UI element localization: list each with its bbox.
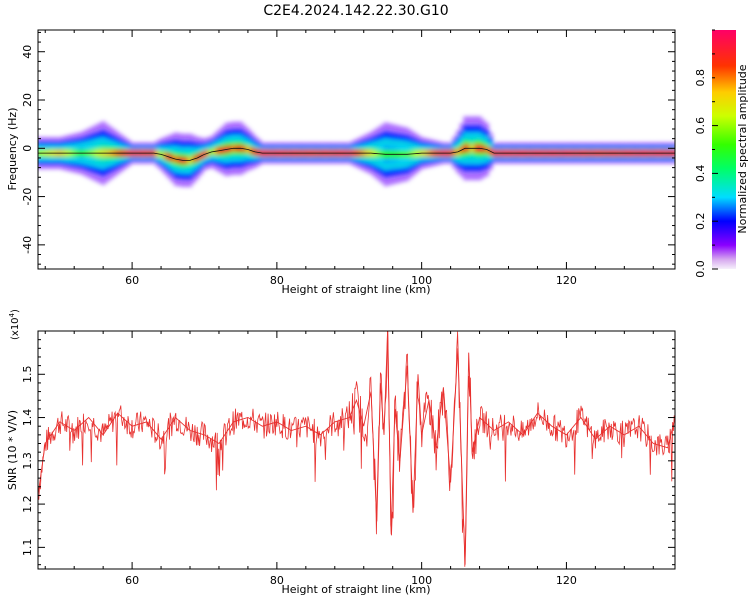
- colorbar-tick-label: 0.4: [694, 165, 707, 183]
- snr-x-tick-label: 100: [411, 574, 432, 587]
- spectrogram-x-tick-label: 60: [125, 274, 139, 287]
- snr-frame: [37, 330, 676, 570]
- colorbar-tick-label: 0.8: [694, 69, 707, 87]
- snr-x-tick-label: 120: [556, 574, 577, 587]
- snr-plot-area: [38, 331, 675, 569]
- colorbar-tick-label: 0.6: [694, 117, 707, 135]
- spectrogram-panel: 60 80 100 120 -40 -20 0 20 40 Height of straight…: [6, 29, 676, 296]
- spectrogram-y-tick-label: -20: [21, 188, 34, 206]
- snr-x-axis-label: Height of straight line (km): [281, 583, 430, 596]
- spectrogram-x-tick-label: 80: [270, 274, 284, 287]
- spectrogram-axes: 60 80 100 120 -40 -20 0 20 40: [21, 29, 676, 287]
- snr-trace: [38, 331, 675, 567]
- snr-y-tick-label: 1.4: [21, 409, 34, 427]
- spectrogram-y-tick-label: 0: [21, 145, 34, 152]
- spectrogram-y-tick-label: 40: [21, 45, 34, 59]
- snr-axes: 60 80 100 120 1.1 1.2 1.3 1.4 1.5: [21, 330, 676, 587]
- snr-x-tick-label: 80: [270, 574, 284, 587]
- snr-y-axis-label: SNR (10 * V/V): [6, 410, 19, 490]
- snr-y-tick-label: 1.3: [21, 452, 34, 470]
- snr-y-tick-label: 1.2: [21, 495, 34, 513]
- snr-y-multiplier: (x104): [8, 309, 21, 340]
- spectrogram-x-tick-label: 120: [556, 274, 577, 287]
- snr-y-multiplier-base: (x10: [10, 317, 21, 340]
- spectrogram-y-axis-label: Frequency (Hz): [6, 108, 19, 191]
- ridge-line: [38, 147, 675, 161]
- spectrogram-y-tick-label: -40: [21, 236, 34, 254]
- colorbar-tick-label: 0.2: [694, 212, 707, 230]
- colorbar-gradient: [712, 30, 736, 269]
- colorbar-label: Normalized spectral amplitude: [736, 64, 749, 233]
- spectrogram-x-axis-label: Height of straight line (km): [281, 283, 430, 296]
- snr-panel: 60 80 100 120 1.1 1.2 1.3 1.4 1.5 Height of stra…: [6, 309, 676, 596]
- figure-title: C2E4.2024.142.22.30.G10: [263, 3, 448, 19]
- spectrogram-frame: [37, 29, 676, 270]
- colorbar-ticks: 0.0 0.2 0.4 0.6 0.8: [694, 29, 718, 278]
- spectral-ridge: [38, 116, 675, 187]
- snr-y-multiplier-exponent: 4: [8, 312, 16, 317]
- spectrogram-x-tick-label: 100: [411, 274, 432, 287]
- colorbar-tick-label: 0.0: [694, 260, 707, 278]
- snr-line: [38, 331, 675, 565]
- snr-series: [38, 331, 675, 567]
- snr-x-tick-label: 60: [125, 574, 139, 587]
- snr-y-tick-label: 1.1: [21, 539, 34, 557]
- spectrogram-y-tick-label: 20: [21, 93, 34, 107]
- colorbar: 0.0 0.2 0.4 0.6 0.8 Normalized spectral ampl…: [694, 29, 749, 278]
- snr-y-tick-label: 1.5: [21, 366, 34, 384]
